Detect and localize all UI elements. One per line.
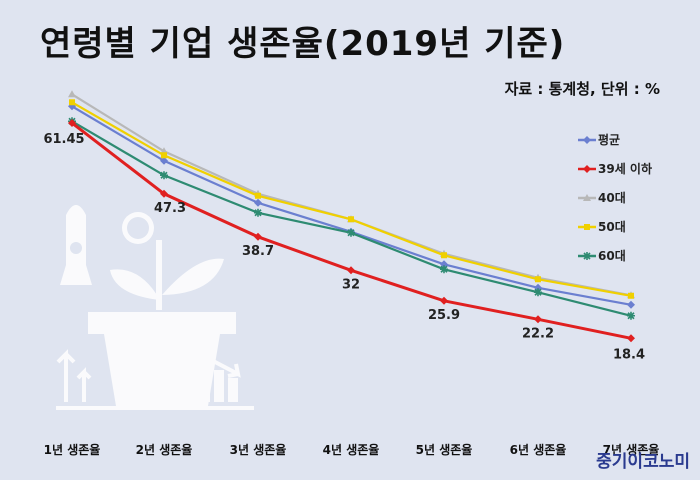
x-tick-label: 2년 생존율 [136, 442, 193, 457]
source-note: 자료 : 통계청, 단위 : % [504, 80, 660, 98]
legend: 평균 39세 이하 40대 50대 60대 [578, 133, 652, 263]
data-label: 22.2 [522, 326, 554, 341]
plot-area [68, 90, 635, 343]
x-tick-label: 4년 생존율 [323, 442, 380, 457]
data-point [441, 252, 447, 259]
data-point [627, 311, 635, 320]
data-point [254, 198, 262, 207]
data-label: 32 [342, 277, 360, 292]
legend-marker [583, 252, 591, 260]
data-label: 47.3 [154, 201, 186, 216]
series-3 [69, 99, 634, 299]
legend-label: 평균 [598, 133, 620, 147]
x-tick-label: 1년 생존율 [44, 442, 101, 457]
data-point [69, 99, 75, 106]
legend-item: 39세 이하 [578, 161, 652, 176]
legend-label: 39세 이하 [598, 161, 652, 176]
data-point [160, 156, 168, 165]
data-point [347, 266, 355, 275]
legend-marker [583, 165, 591, 173]
legend-marker [583, 194, 591, 201]
data-point [161, 152, 167, 159]
data-label: 25.9 [428, 308, 460, 323]
legend-label: 40대 [598, 191, 626, 205]
data-label: 18.4 [613, 347, 645, 362]
data-point [255, 192, 261, 199]
legend-label: 50대 [598, 220, 626, 234]
data-point [160, 189, 168, 198]
data-point [628, 292, 634, 299]
x-axis: 1년 생존율 2년 생존율 3년 생존율 4년 생존율 5년 생존율 6년 생존율 7년 생… [44, 442, 660, 457]
data-point [627, 300, 635, 309]
legend-label: 60대 [598, 249, 626, 263]
legend-marker [584, 224, 590, 230]
x-tick-label: 5년 생존율 [416, 442, 473, 457]
x-tick-label: 7년 생존율 [603, 442, 660, 457]
legend-item: 평균 [578, 133, 620, 147]
series-1 [68, 119, 635, 343]
data-point [68, 119, 76, 127]
legend-item: 40대 [578, 191, 626, 205]
chart-title: 연령별 기업 생존율(2019년 기준) [40, 24, 566, 64]
data-point [440, 265, 448, 274]
data-point [347, 228, 355, 237]
data-labels: 61.45 47.3 38.7 32 25.9 22.2 18.4 [43, 132, 645, 362]
data-point [160, 171, 168, 180]
data-point [534, 288, 542, 297]
x-tick-label: 6년 생존율 [510, 442, 567, 457]
data-point [627, 334, 635, 343]
x-tick-label: 3년 생존율 [230, 442, 287, 457]
data-label: 61.45 [43, 132, 84, 147]
legend-item: 60대 [578, 249, 626, 263]
legend-item: 50대 [578, 220, 626, 234]
legend-marker [583, 136, 591, 144]
data-point [254, 208, 262, 217]
brand-logo: 중기이코노미 [596, 452, 690, 472]
series-line [71, 93, 632, 297]
data-point [254, 232, 262, 241]
data-point [348, 216, 354, 223]
data-point [534, 315, 542, 324]
data-point [68, 90, 76, 98]
data-point [535, 276, 541, 283]
data-point [440, 296, 448, 305]
growth-illustration-icon [56, 205, 254, 410]
data-label: 38.7 [242, 244, 274, 259]
